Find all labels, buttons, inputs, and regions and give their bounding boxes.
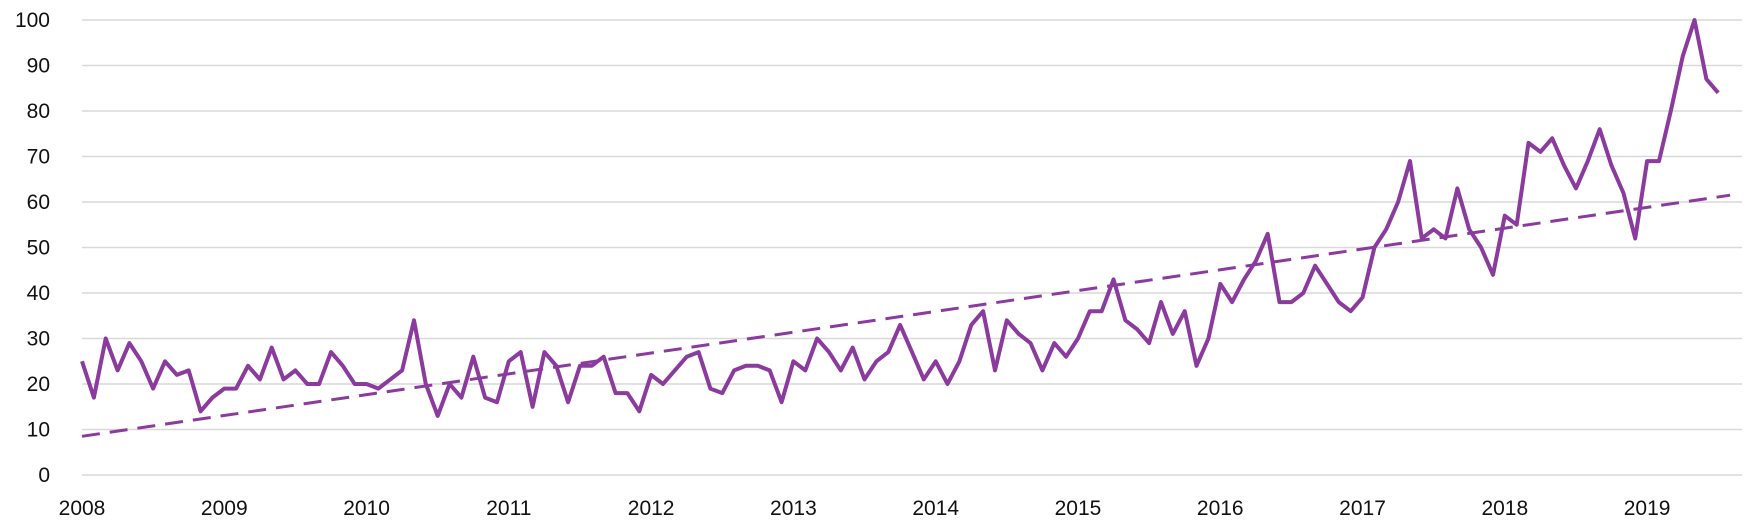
y-tick-label: 50	[27, 237, 50, 260]
x-axis-ticks: 2008 2009 2010 2011 2012 2013 2014 2015 2016 2017…	[59, 497, 1671, 520]
y-tick-label: 60	[27, 191, 50, 214]
x-tick-label: 2013	[770, 497, 817, 520]
series-layer	[80, 18, 1731, 438]
y-tick-label: 20	[27, 373, 50, 396]
y-tick-label: 0	[38, 464, 50, 487]
x-tick-label: 2019	[1624, 497, 1671, 520]
x-tick-label: 2015	[1055, 497, 1102, 520]
x-tick-label: 2008	[59, 497, 106, 520]
y-tick-label: 70	[27, 146, 50, 169]
y-tick-label: 40	[27, 282, 50, 305]
trendline	[81, 193, 1731, 438]
x-tick-label: 2016	[1197, 497, 1244, 520]
series-line	[80, 18, 1720, 418]
y-tick-label: 90	[27, 55, 50, 78]
x-tick-label: 2009	[201, 497, 248, 520]
x-tick-label: 2014	[912, 497, 959, 520]
x-tick-label: 2018	[1481, 497, 1528, 520]
y-tick-label: 10	[27, 419, 50, 442]
y-tick-label: 80	[27, 100, 50, 123]
y-tick-label: 30	[27, 328, 50, 351]
x-tick-label: 2012	[628, 497, 675, 520]
x-tick-label: 2017	[1339, 497, 1386, 520]
y-tick-label: 100	[15, 9, 50, 32]
grid	[82, 19, 1742, 476]
x-tick-label: 2010	[343, 497, 390, 520]
y-axis-ticks: 0 10 20 30 40 50 60 70 80 90 100	[15, 9, 50, 487]
x-tick-label: 2011	[486, 497, 531, 520]
